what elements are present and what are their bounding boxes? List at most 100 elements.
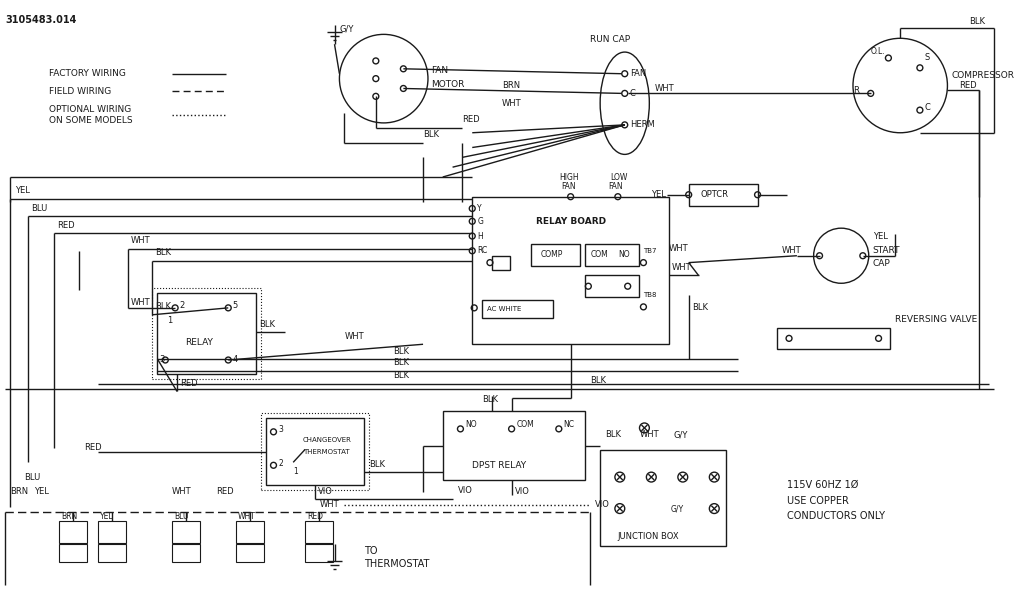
Text: YEL: YEL <box>651 190 667 199</box>
Text: COMP: COMP <box>541 250 563 259</box>
Text: 5: 5 <box>232 301 238 310</box>
Text: 115V 60HZ 1Ø: 115V 60HZ 1Ø <box>787 480 858 490</box>
Bar <box>261 413 369 490</box>
Text: CONDUCTORS ONLY: CONDUCTORS ONLY <box>787 511 885 521</box>
Bar <box>492 256 510 271</box>
Text: BRN: BRN <box>10 487 28 496</box>
Text: REVERSING VALVE: REVERSING VALVE <box>895 315 978 324</box>
Text: H: H <box>477 232 483 241</box>
Text: WHT: WHT <box>672 263 691 272</box>
Text: BLK: BLK <box>605 430 622 439</box>
Text: WHT: WHT <box>669 244 688 253</box>
Text: TB7: TB7 <box>643 248 657 254</box>
Text: R: R <box>853 86 859 95</box>
Text: BLU: BLU <box>32 204 48 213</box>
Text: 3: 3 <box>160 355 165 364</box>
Text: MOTOR: MOTOR <box>431 80 464 89</box>
Text: CHANGEOVER: CHANGEOVER <box>303 437 352 443</box>
Text: WHT: WHT <box>319 500 339 509</box>
Bar <box>442 411 586 480</box>
Bar <box>98 544 126 562</box>
Bar <box>305 544 333 562</box>
Text: RELAY: RELAY <box>185 338 213 347</box>
Text: RUN CAP: RUN CAP <box>590 35 631 44</box>
Text: YEL: YEL <box>872 232 888 241</box>
Text: BLK: BLK <box>259 320 274 329</box>
Text: THERMOSTAT: THERMOSTAT <box>364 559 429 569</box>
Text: DPST RELAY: DPST RELAY <box>472 461 526 470</box>
Text: HIGH: HIGH <box>559 173 579 182</box>
Bar <box>172 521 200 543</box>
Text: USE COPPER: USE COPPER <box>787 496 849 506</box>
Text: RELAY BOARD: RELAY BOARD <box>537 217 606 226</box>
Bar <box>531 244 581 266</box>
Text: YEL: YEL <box>35 487 49 496</box>
Text: BLK: BLK <box>369 460 385 469</box>
Text: BLK: BLK <box>482 395 498 404</box>
Text: FIELD WIRING: FIELD WIRING <box>49 87 112 96</box>
Text: FAN: FAN <box>608 182 623 191</box>
Bar <box>237 544 263 562</box>
Text: YEL: YEL <box>100 512 114 521</box>
Text: BLK: BLK <box>969 17 985 26</box>
Text: BLU: BLU <box>25 473 41 482</box>
Text: 2: 2 <box>279 459 284 468</box>
Text: FAN: FAN <box>630 69 646 78</box>
Text: WHT: WHT <box>131 298 151 307</box>
Text: VIO: VIO <box>317 487 333 496</box>
Text: WHT: WHT <box>172 487 191 496</box>
Bar <box>777 328 891 349</box>
Bar <box>237 521 263 543</box>
Text: WHT: WHT <box>654 84 674 93</box>
Text: COM: COM <box>516 421 535 430</box>
Text: BLU: BLU <box>174 512 188 521</box>
Text: 3105483.014: 3105483.014 <box>5 14 77 25</box>
Text: COM: COM <box>590 250 608 259</box>
Text: LOW: LOW <box>610 173 628 182</box>
Text: WHT: WHT <box>239 512 256 521</box>
Text: BLK: BLK <box>393 358 410 367</box>
Text: NC: NC <box>564 421 574 430</box>
Bar <box>153 288 261 379</box>
Text: RED: RED <box>84 443 101 452</box>
Text: RED: RED <box>57 221 75 230</box>
Text: AC WHITE: AC WHITE <box>487 306 521 312</box>
Text: G: G <box>477 217 483 226</box>
Text: TO: TO <box>364 546 378 556</box>
Text: 1: 1 <box>293 467 298 476</box>
Text: C: C <box>925 103 931 112</box>
Text: RED: RED <box>180 379 198 388</box>
Text: RED: RED <box>216 487 234 496</box>
Bar <box>305 521 333 543</box>
Text: RC: RC <box>477 247 487 256</box>
Text: HERM: HERM <box>630 121 654 130</box>
Text: NO: NO <box>465 421 477 430</box>
Text: BLK: BLK <box>393 371 410 380</box>
Text: OPTIONAL WIRING: OPTIONAL WIRING <box>49 104 131 113</box>
Bar <box>158 293 256 374</box>
Bar <box>59 544 87 562</box>
Text: BLK: BLK <box>156 248 171 257</box>
Text: JUNCTION BOX: JUNCTION BOX <box>617 532 680 541</box>
Bar <box>172 544 200 562</box>
Text: O.L.: O.L. <box>870 47 886 56</box>
Text: 2: 2 <box>179 301 184 310</box>
Bar <box>482 300 553 318</box>
Text: BLK: BLK <box>691 304 708 313</box>
Bar <box>689 184 758 206</box>
Text: CAP: CAP <box>872 259 891 268</box>
Text: BLK: BLK <box>590 376 606 385</box>
Text: WHT: WHT <box>131 236 151 245</box>
Text: RED: RED <box>307 512 323 521</box>
Text: START: START <box>872 247 900 256</box>
Text: C: C <box>630 89 636 98</box>
Text: FACTORY WIRING: FACTORY WIRING <box>49 69 126 78</box>
Text: FAN: FAN <box>561 182 575 191</box>
Text: OPTCR: OPTCR <box>700 190 728 199</box>
Text: 1: 1 <box>167 316 172 325</box>
Bar <box>265 418 364 485</box>
Text: ON SOME MODELS: ON SOME MODELS <box>49 116 133 125</box>
Text: FAN: FAN <box>431 66 449 75</box>
Text: G/Y: G/Y <box>339 25 354 34</box>
Text: S: S <box>925 53 930 62</box>
